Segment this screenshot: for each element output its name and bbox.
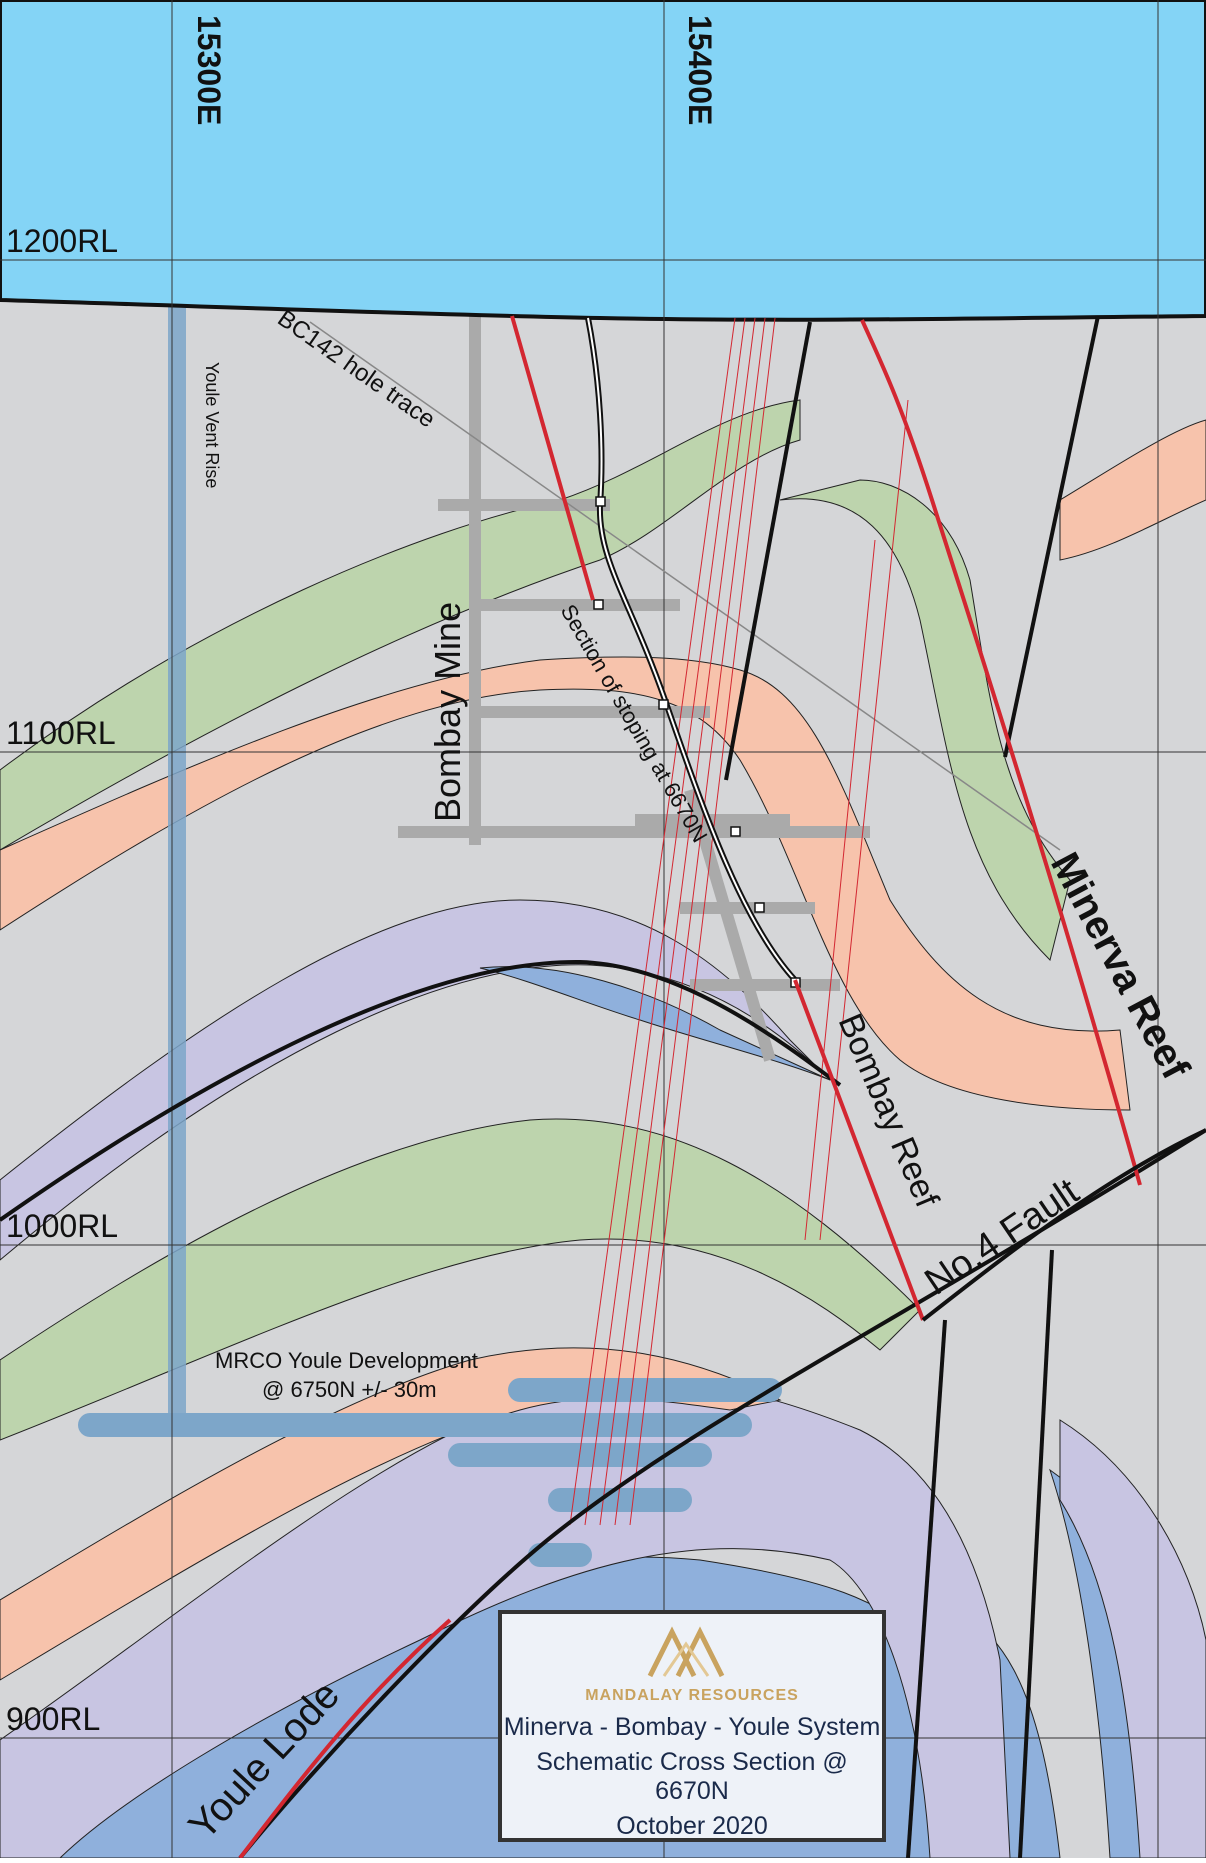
youle-lode-line — [238, 1618, 452, 1860]
title-line3: October 2020 — [616, 1812, 768, 1840]
youle-vent-rise — [168, 300, 186, 1430]
bombay-reef-line — [510, 315, 925, 1321]
bombay-shaft-inner — [587, 317, 796, 981]
drill-traces — [569, 317, 909, 1526]
bombay-mine-workings — [398, 315, 870, 1062]
development-label-line1: MRCO Youle Development — [215, 1348, 478, 1373]
mandalay-logo-icon — [647, 1626, 725, 1678]
vent-rise-label: Youle Vent Rise — [202, 362, 222, 488]
sky-area — [0, 0, 1206, 322]
rl-label-1200: 1200RL — [6, 223, 118, 259]
salmon-band-upper — [0, 656, 1131, 1111]
easting-label-15300e: 15300E — [191, 15, 227, 125]
green-band-right — [779, 479, 1071, 961]
bc142-hole-trace — [309, 321, 1061, 851]
salmon-band-top-right — [1059, 419, 1206, 561]
title-line2: Schematic Cross Section @ 6670N — [536, 1748, 848, 1805]
faults — [0, 315, 1206, 1860]
rl-label-900: 900RL — [6, 1701, 100, 1737]
development-label-line2: @ 6750N +/- 30m — [262, 1377, 437, 1402]
company-name: MANDALAY RESOURCES — [585, 1687, 799, 1704]
title-line1: Minerva - Bombay - Youle System — [503, 1713, 881, 1741]
easting-label-15400e: 15400E — [682, 15, 718, 125]
bombay-mine-label: Bombay Mine — [427, 602, 468, 822]
fault-no4 — [921, 1128, 1206, 1322]
rl-label-1000: 1000RL — [6, 1208, 118, 1244]
minerva-reef-line — [860, 319, 1142, 1186]
rl-label-1100: 1100RL — [6, 715, 116, 751]
reefs — [238, 315, 1142, 1860]
title-box: MANDALAY RESOURCES Minerva - Bombay - Yo… — [498, 1610, 886, 1842]
